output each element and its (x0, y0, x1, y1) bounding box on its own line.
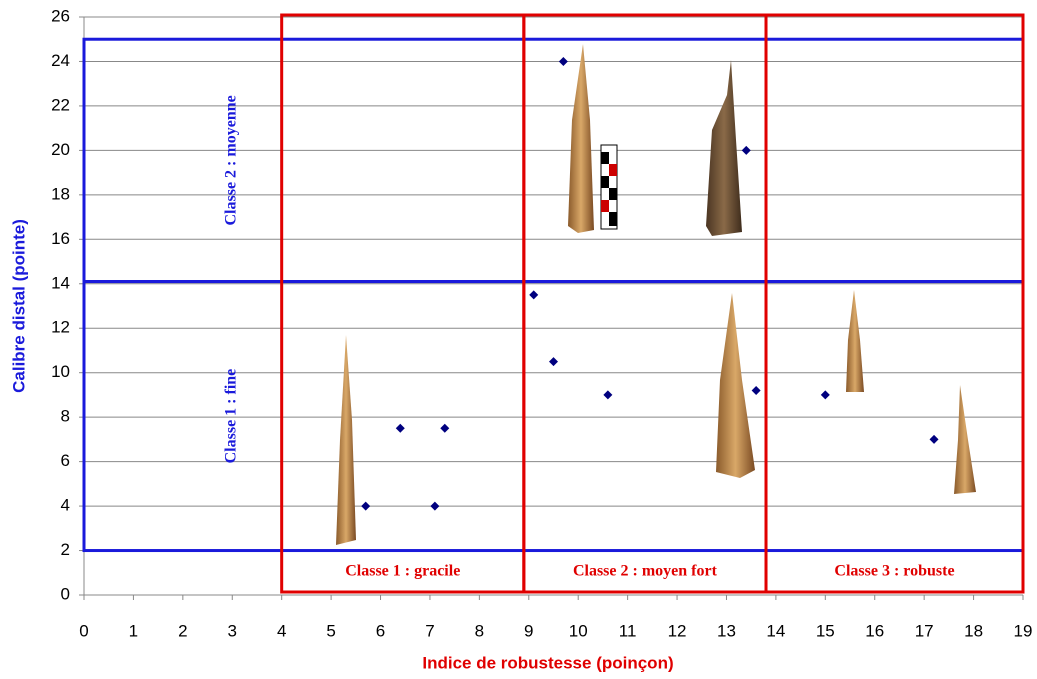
x-tick-label: 14 (766, 621, 785, 640)
x-tick-label: 16 (865, 621, 884, 640)
y-tick-label: 26 (51, 6, 70, 25)
x-tick-label: 11 (619, 621, 637, 640)
y-tick-label: 14 (51, 273, 70, 292)
bone-image (706, 60, 742, 236)
x-tick-label: 8 (475, 621, 484, 640)
x-tick-label: 1 (129, 621, 138, 640)
y-tick-label: 8 (61, 407, 70, 426)
y-tick-label: 2 (61, 540, 70, 559)
x-tick-label: 19 (1014, 621, 1033, 640)
x-tick-label: 5 (326, 621, 335, 640)
x-tick-label: 2 (178, 621, 187, 640)
y-tick-label: 6 (61, 451, 70, 470)
y-tick-label: 18 (51, 184, 70, 203)
x-axis-title: Indice de robustesse (poinçon) (422, 653, 673, 672)
data-point (558, 56, 568, 66)
bone-image (336, 335, 356, 545)
y-class-label: Classe 2 : moyenne (223, 95, 240, 225)
x-class-label: Classe 3 : robuste (834, 563, 954, 580)
bone-image (846, 290, 864, 392)
data-point (741, 145, 751, 155)
y-tick-label: 12 (51, 318, 70, 337)
bone-images (336, 44, 976, 545)
y-class-label: Classe 1 : fine (223, 369, 240, 464)
y-axis-title: Calibre distal (pointe) (9, 219, 28, 393)
x-tick-label: 15 (816, 621, 835, 640)
x-tick-label: 0 (79, 621, 88, 640)
x-class-box (764, 13, 1025, 594)
data-point (361, 501, 371, 511)
y-tick-label: 0 (61, 584, 70, 603)
y-tick-label: 24 (51, 51, 70, 70)
scale-bar (600, 144, 618, 230)
x-tick-label: 17 (915, 621, 934, 640)
data-point (395, 423, 405, 433)
bone-image (954, 385, 976, 494)
x-tick-label: 9 (524, 621, 533, 640)
x-tick-label: 4 (277, 621, 286, 640)
bone-image (716, 293, 755, 478)
bone-image (568, 44, 594, 233)
data-point (820, 390, 830, 400)
y-tick-label: 22 (51, 95, 70, 114)
y-tick-label: 10 (51, 362, 70, 381)
x-class-label: Classe 1 : gracile (345, 563, 460, 580)
x-tick-label: 3 (228, 621, 237, 640)
x-tick-label: 7 (425, 621, 434, 640)
x-tick-label: 10 (569, 621, 588, 640)
data-point (529, 290, 539, 300)
y-tick-label: 16 (51, 229, 70, 248)
x-tick-label: 13 (717, 621, 736, 640)
y-tick-label: 4 (61, 496, 70, 515)
data-point (751, 385, 761, 395)
data-point (603, 390, 613, 400)
data-point (430, 501, 440, 511)
data-point (929, 434, 939, 444)
x-tick-label: 12 (668, 621, 687, 640)
x-class-box (280, 13, 526, 594)
x-tick-label: 6 (376, 621, 385, 640)
x-class-label: Classe 2 : moyen fort (573, 563, 718, 580)
y-tick-label: 20 (51, 140, 70, 159)
data-point (549, 357, 558, 367)
x-tick-label: 18 (964, 621, 983, 640)
data-point (440, 423, 450, 433)
